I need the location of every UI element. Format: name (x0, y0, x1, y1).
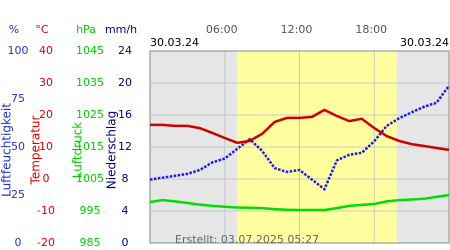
y-tick-label: 20 (118, 76, 132, 89)
y-tick-label: 8 (122, 172, 129, 185)
x-tick-label: 18:00 (355, 23, 387, 36)
y-tick-label: 1045 (76, 44, 104, 57)
y-tick-label: 10 (39, 140, 53, 153)
y-tick-label: 0 (43, 172, 50, 185)
y-tick-label: 100 (8, 44, 29, 57)
x-tick-label: 06:00 (206, 23, 238, 36)
y-tick-label: 1035 (76, 76, 104, 89)
y-tick-label: 4 (122, 204, 129, 217)
series-line (149, 193, 450, 212)
series-line (149, 84, 450, 192)
y-tick-label: 0 (122, 236, 129, 249)
axis-unit: % (9, 23, 19, 36)
axis-unit: mm/h (105, 23, 137, 36)
axis-name: Luftfeuchtigkeit (0, 103, 14, 197)
y-tick-label: 16 (118, 108, 132, 121)
footer: Erstellt: 03.07.2025 05:27 (175, 233, 319, 246)
y-tick-label: 1005 (76, 172, 104, 185)
date-right: 30.03.24 (400, 36, 449, 49)
plot-frame (149, 50, 450, 244)
y-tick-label: 25 (11, 188, 25, 201)
y-tick-label: 30 (39, 76, 53, 89)
axis-name: Luftdruck (71, 122, 85, 179)
y-tick-label: 75 (11, 92, 25, 105)
y-tick-label: 40 (39, 44, 53, 57)
axis-name: Temperatur (29, 115, 43, 185)
y-tick-label: 24 (118, 44, 132, 57)
date-left: 30.03.24 (150, 36, 199, 49)
axis-unit: °C (35, 23, 49, 36)
y-tick-label: -20 (37, 236, 55, 249)
y-tick-label: 985 (80, 236, 101, 249)
y-tick-label: -10 (37, 204, 55, 217)
axis-name: Niederschlag (105, 111, 119, 189)
axis-unit: hPa (76, 23, 96, 36)
y-tick-label: 20 (39, 108, 53, 121)
y-tick-label: 1015 (76, 140, 104, 153)
x-tick-label: 12:00 (281, 23, 313, 36)
y-tick-label: 50 (11, 140, 25, 153)
y-tick-label: 0 (15, 236, 22, 249)
y-tick-label: 995 (80, 204, 101, 217)
y-tick-label: 12 (118, 140, 132, 153)
y-tick-label: 1025 (76, 108, 104, 121)
series-line (150, 108, 450, 152)
